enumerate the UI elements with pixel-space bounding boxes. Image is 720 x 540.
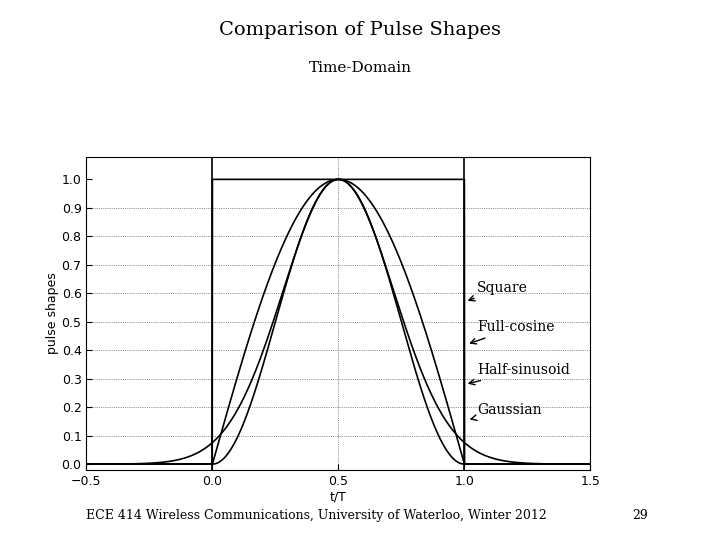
- Y-axis label: pulse shapes: pulse shapes: [46, 272, 59, 354]
- Text: Time-Domain: Time-Domain: [308, 60, 412, 75]
- Text: Full-cosine: Full-cosine: [470, 320, 554, 344]
- X-axis label: t/T: t/T: [330, 490, 347, 503]
- Text: ECE 414 Wireless Communications, University of Waterloo, Winter 2012: ECE 414 Wireless Communications, Univers…: [86, 509, 547, 522]
- Text: Half-sinusoid: Half-sinusoid: [469, 363, 570, 384]
- Text: Comparison of Pulse Shapes: Comparison of Pulse Shapes: [219, 21, 501, 39]
- Text: 29: 29: [632, 509, 648, 522]
- Text: Gaussian: Gaussian: [471, 403, 541, 421]
- Text: Square: Square: [469, 281, 528, 301]
